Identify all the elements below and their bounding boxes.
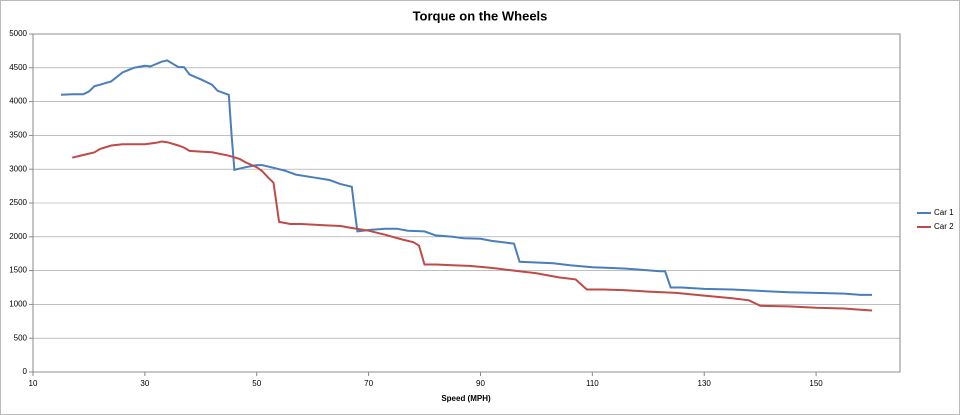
y-tick-label: 500	[14, 333, 28, 342]
y-tick-label: 4000	[9, 97, 27, 106]
x-axis-label: Speed (MPH)	[441, 394, 491, 403]
y-tick-label: 3500	[9, 131, 27, 140]
x-tick-label: 10	[29, 379, 38, 388]
x-tick-label: 130	[698, 379, 712, 388]
y-tick-label: 0	[23, 367, 28, 376]
x-tick-label: 50	[252, 379, 261, 388]
x-tick-label: 70	[364, 379, 373, 388]
legend-label: Car 1	[934, 208, 954, 217]
chart-title: Torque on the Wheels	[413, 8, 548, 23]
y-tick-label: 1500	[9, 266, 27, 275]
series-line	[60, 59, 872, 296]
legend-label: Car 2	[934, 222, 954, 231]
x-tick-label: 110	[586, 379, 599, 388]
x-tick-label: 90	[476, 379, 485, 388]
y-tick-label: 3000	[9, 164, 27, 173]
x-tick-label: 150	[809, 379, 823, 388]
y-tick-label: 2500	[9, 198, 27, 207]
series-line	[71, 140, 873, 312]
y-tick-label: 2000	[9, 232, 27, 241]
y-tick-label: 5000	[9, 29, 27, 38]
x-tick-label: 30	[140, 379, 149, 388]
y-tick-label: 1000	[9, 300, 27, 309]
y-tick-label: 4500	[9, 63, 27, 72]
